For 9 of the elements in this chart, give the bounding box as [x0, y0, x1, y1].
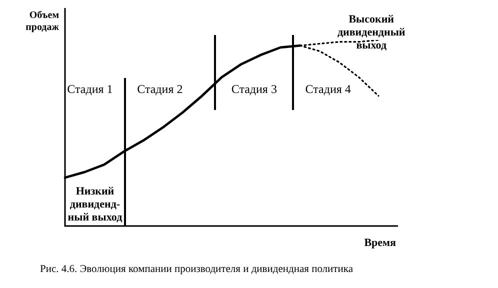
y-axis-title: Объем продаж — [26, 10, 60, 33]
annotation: Высокий дивидендный выход — [337, 13, 406, 52]
text: Рис. 4.6. Эволюция компании производителя и дивидендная политика — [40, 264, 354, 275]
annotation: Стадия 4 — [305, 82, 351, 96]
annotation: Стадия 3 — [231, 82, 277, 96]
annotation: Низкий дивиденд- ный выход — [68, 185, 123, 224]
annotation: Стадия 2 — [137, 82, 183, 96]
annotation: Стадия 1 — [67, 82, 113, 96]
x-axis-title: Время — [364, 237, 396, 249]
